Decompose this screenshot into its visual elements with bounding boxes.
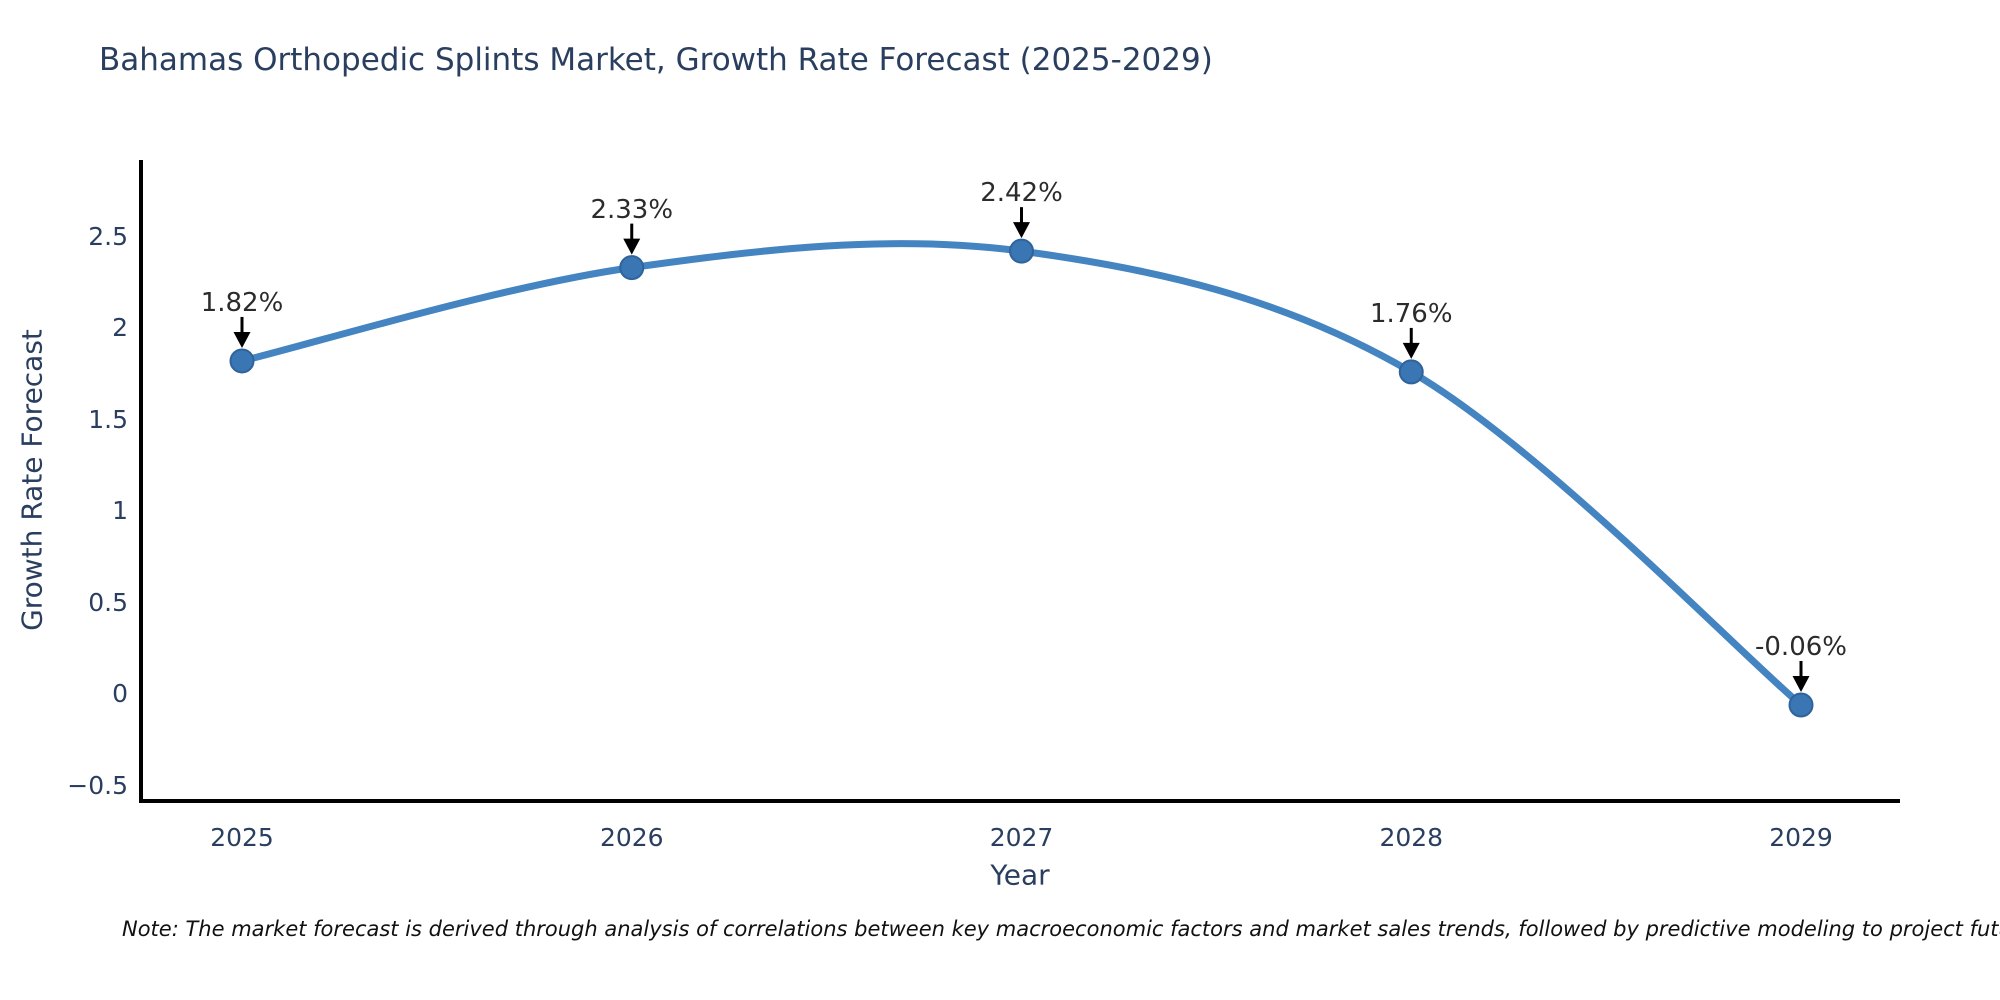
point-value-label: -0.06% (1755, 631, 1847, 662)
data-point-marker[interactable] (619, 255, 645, 281)
y-tick-label: −0.5 (67, 770, 128, 800)
y-tick-label: 2 (112, 313, 128, 342)
y-tick-label: 1.5 (88, 404, 128, 434)
point-value-label: 1.82% (200, 287, 284, 318)
y-tick-label: 1 (112, 496, 128, 525)
data-point-marker[interactable] (229, 348, 255, 374)
chart-title: Bahamas Orthopedic Splints Market, Growt… (99, 42, 1213, 78)
y-tick-label: 0.5 (88, 587, 128, 617)
x-tick-label: 2027 (989, 823, 1054, 852)
annotation-arrowhead-icon (1402, 342, 1420, 359)
x-axis-title: Year (990, 858, 1050, 892)
x-tick-label: 2029 (1769, 823, 1833, 852)
y-tick-label: 2.5 (88, 221, 128, 251)
data-point-marker[interactable] (1009, 238, 1034, 264)
x-tick-label: 2026 (599, 823, 664, 852)
y-axis-title: Growth Rate Forecast (15, 329, 49, 631)
annotation-arrowhead-icon (233, 331, 251, 348)
y-tick-label: 0 (112, 679, 128, 708)
forecast-line (238, 240, 1805, 709)
x-tick-label: 2028 (1379, 823, 1444, 852)
point-value-label: 2.42% (980, 178, 1063, 209)
annotation-arrowhead-icon (1792, 675, 1810, 692)
footnote: Note: The market forecast is derived thr… (122, 917, 2000, 941)
x-tick-label: 2025 (210, 823, 274, 852)
annotation-arrowhead-icon (1013, 222, 1030, 239)
data-point-marker[interactable] (1398, 359, 1424, 385)
point-value-label: 2.33% (590, 194, 674, 225)
data-point-marker[interactable] (1788, 692, 1814, 718)
annotation-arrowhead-icon (623, 238, 641, 255)
point-value-label: 1.76% (1369, 298, 1453, 329)
